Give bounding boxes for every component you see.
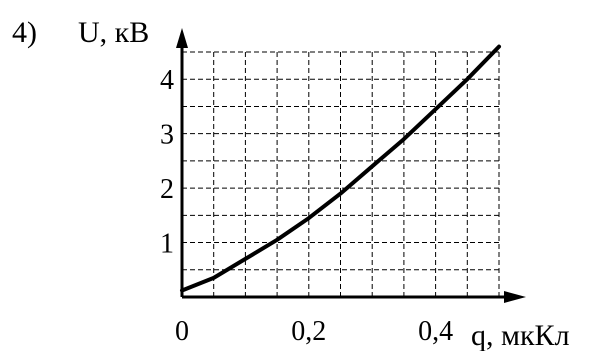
grid	[182, 51, 500, 297]
y-tick-label: 4	[160, 65, 174, 96]
x-tick-label: 0,2	[291, 316, 326, 347]
x-tick-label: 0,4	[418, 316, 453, 347]
panel-label: 4)	[12, 16, 37, 49]
y-axis-label: U, кВ	[78, 16, 149, 49]
curve-layer	[180, 44, 501, 293]
x-tick-label: 0	[175, 316, 189, 347]
tick-labels: 0 0,2 0,4 1 2 3 4	[160, 65, 453, 347]
x-axis-label: q, мкКл	[471, 319, 570, 351]
x-axis-arrow	[504, 291, 526, 303]
y-axis-arrow	[176, 28, 188, 48]
axes	[176, 28, 526, 303]
y-tick-label: 1	[160, 229, 174, 260]
y-tick-label: 2	[160, 174, 174, 205]
series-line	[180, 44, 501, 293]
y-tick-label: 3	[160, 120, 174, 151]
